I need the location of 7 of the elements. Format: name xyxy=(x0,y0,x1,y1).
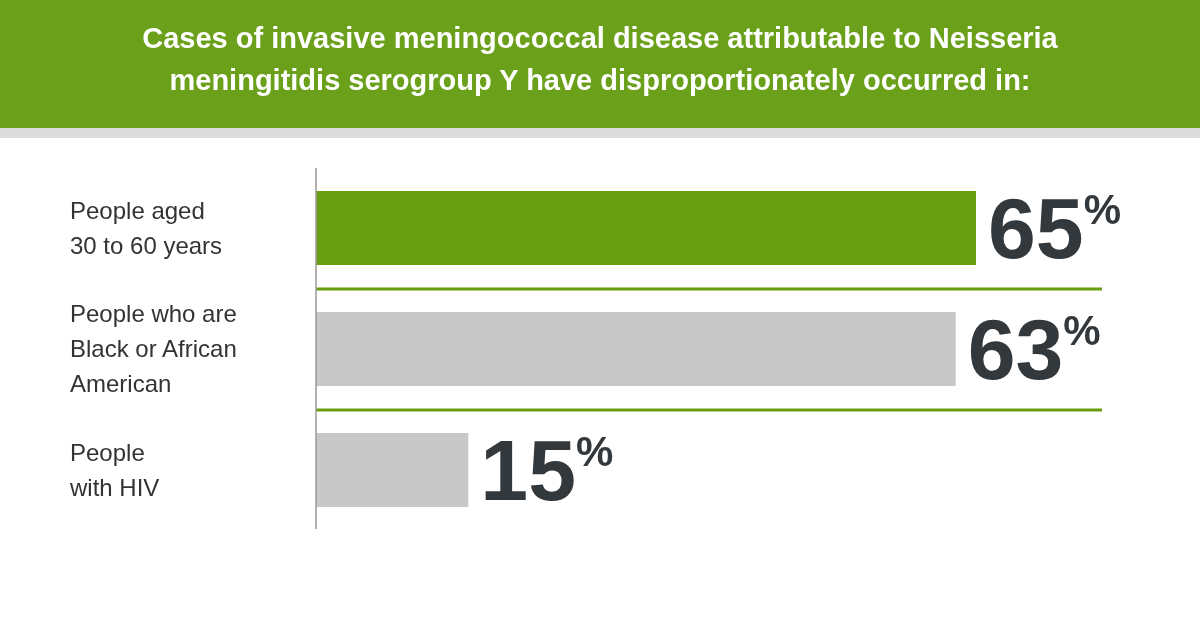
data-label: 15$^{%}$ xyxy=(480,422,614,518)
chart-title: Cases of invasive meningococcal disease attributable to Neisseria meningitidis serogroup Y have disproportionately occurred in: xyxy=(142,22,1059,96)
y-tick-label: People who are Black or African American xyxy=(70,300,237,397)
y-tick-label: People with HIV xyxy=(69,438,160,501)
y-tick-label: People aged 30 to 60 years xyxy=(70,196,223,259)
data-label: 65$^{%}$ xyxy=(988,180,1122,276)
data-label: 63$^{%}$ xyxy=(967,301,1101,397)
